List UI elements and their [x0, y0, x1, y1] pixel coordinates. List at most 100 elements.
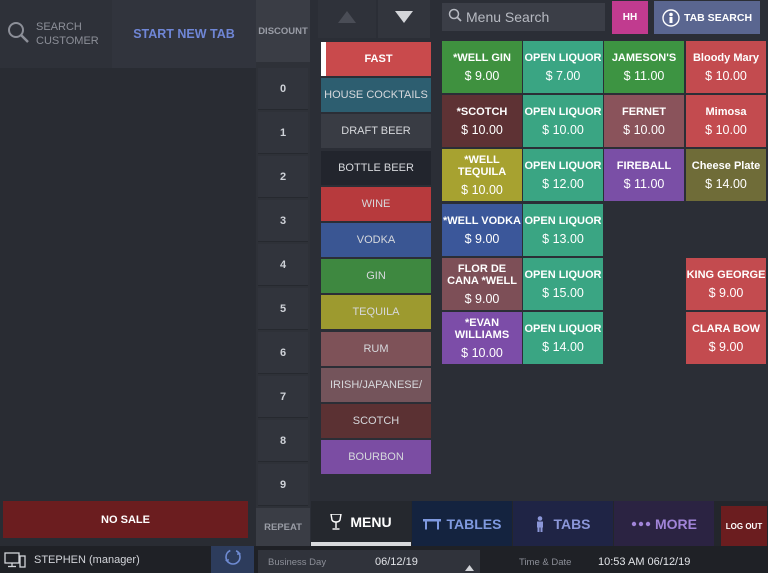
menu-item-price: $ 11.00 [623, 176, 665, 191]
menu-item-button[interactable]: Mimosa $ 10.00 [686, 95, 766, 147]
menu-item-button[interactable]: OPEN LIQUOR $ 10.00 [523, 95, 603, 147]
keypad-key[interactable]: 4 [258, 244, 308, 286]
menu-item-button[interactable]: OPEN LIQUOR $ 7.00 [523, 41, 603, 93]
nav-tables-label: TABLES [446, 515, 502, 532]
menu-item-price: $ 9.00 [708, 285, 744, 300]
menu-item-name: OPEN LIQUOR [524, 214, 602, 227]
keypad-key[interactable]: 3 [258, 200, 308, 242]
caret-up-icon [465, 558, 474, 573]
menu-item-button[interactable]: JAMESON'S $ 11.00 [604, 41, 684, 93]
menu-item-button[interactable]: Cheese Plate $ 14.00 [686, 149, 766, 201]
logout-button[interactable]: LOG OUT [721, 506, 767, 546]
menu-item-button[interactable]: OPEN LIQUOR $ 13.00 [523, 204, 603, 256]
category-button[interactable]: RUM [321, 332, 431, 366]
menu-item-price: $ 7.00 [545, 68, 581, 83]
computer-icon [4, 551, 26, 568]
menu-item-button[interactable]: FERNET $ 10.00 [604, 95, 684, 147]
sync-button[interactable] [211, 546, 254, 573]
menu-item-name: FLOR DE CANA *WELL [447, 262, 517, 287]
menu-search-placeholder: Menu Search [466, 9, 550, 25]
menu-item-price: $ 9.00 [708, 339, 744, 354]
nav-more-label: MORE [655, 515, 697, 532]
category-button[interactable]: WINE [321, 187, 431, 221]
happy-hour-button[interactable]: HH [612, 1, 648, 34]
menu-item-name: *WELL VODKA [442, 214, 522, 227]
menu-item-price: $ 10.00 [461, 122, 503, 137]
search-customer-label: SEARCH CUSTOMER [36, 21, 99, 47]
business-day-box[interactable] [258, 550, 480, 573]
menu-item-button[interactable]: *WELL GIN $ 9.00 [442, 41, 522, 93]
menu-item-button[interactable]: Bloody Mary $ 10.00 [686, 41, 766, 93]
start-new-tab-button[interactable]: START NEW TAB [112, 0, 256, 68]
menu-item-button[interactable]: FLOR DE CANA *WELL $ 9.00 [442, 258, 522, 310]
nav-menu-tab[interactable]: MENU [311, 501, 411, 546]
search-icon [6, 20, 30, 49]
menu-item-name: CLARA BOW [691, 322, 761, 335]
category-button[interactable]: HOUSE COCKTAILS [321, 78, 431, 112]
menu-item-price: $ 14.00 [705, 176, 747, 191]
table-icon [422, 518, 441, 530]
menu-item-button[interactable]: OPEN LIQUOR $ 14.00 [523, 312, 603, 364]
keypad-key[interactable]: 2 [258, 156, 308, 198]
scroll-down-button[interactable] [378, 0, 430, 38]
person-icon [662, 8, 680, 27]
menu-item-button[interactable]: *EVAN WILLIAMS $ 10.00 [442, 312, 522, 364]
category-button[interactable]: TEQUILA [321, 295, 431, 329]
nav-tabs-tab[interactable]: TABS [513, 501, 613, 546]
menu-item-button[interactable]: CLARA BOW $ 9.00 [686, 312, 766, 364]
person-icon [535, 515, 545, 532]
category-button[interactable]: BOURBON [321, 440, 431, 474]
discount-button[interactable]: DISCOUNT [256, 0, 310, 62]
menu-item-price: $ 9.00 [464, 68, 500, 83]
order-list-area [0, 68, 256, 546]
category-button[interactable]: DRAFT BEER [321, 114, 431, 148]
keypad-key[interactable]: 5 [258, 288, 308, 330]
menu-item-name: JAMESON'S [611, 51, 677, 64]
search-customer-button[interactable]: SEARCH CUSTOMER [0, 0, 112, 68]
tab-search-button[interactable]: TAB SEARCH [654, 1, 760, 34]
menu-item-button[interactable]: *WELL TEQUILA $ 10.00 [442, 149, 522, 201]
menu-item-button[interactable]: FIREBALL $ 11.00 [604, 149, 684, 201]
menu-item-price: $ 12.00 [542, 176, 584, 191]
nav-tabs-label: TABS [553, 515, 591, 532]
user-name: STEPHEN (manager) [34, 553, 140, 566]
nav-more-tab[interactable]: MORE [614, 501, 714, 546]
category-button[interactable]: FAST [321, 42, 431, 76]
menu-item-name: FERNET [622, 105, 666, 118]
menu-item-name: OPEN LIQUOR [524, 268, 602, 281]
menu-item-name: *WELL TEQUILA [457, 153, 507, 178]
menu-item-price: $ 11.00 [623, 68, 665, 83]
menu-item-name: Mimosa [705, 105, 747, 118]
menu-item-button[interactable]: OPEN LIQUOR $ 15.00 [523, 258, 603, 310]
category-button[interactable]: GIN [321, 259, 431, 293]
menu-search-input[interactable]: Menu Search [442, 3, 605, 31]
menu-item-button[interactable]: OPEN LIQUOR $ 12.00 [523, 149, 603, 201]
keypad-key[interactable]: 6 [258, 332, 308, 374]
keypad-key[interactable]: 1 [258, 112, 308, 154]
category-button[interactable]: SCOTCH [321, 404, 431, 438]
repeat-button[interactable]: REPEAT [256, 508, 310, 546]
menu-item-name: *EVAN WILLIAMS [454, 316, 510, 341]
category-button[interactable]: IRISH/JAPANESE/ [321, 368, 431, 402]
triangle-down-icon [395, 10, 413, 28]
sync-icon [224, 548, 242, 571]
keypad-key[interactable]: 9 [258, 464, 308, 506]
menu-item-button[interactable]: *SCOTCH $ 10.00 [442, 95, 522, 147]
triangle-up-icon [338, 10, 356, 28]
time-date-label: Time & Date [519, 557, 572, 568]
nav-tables-tab[interactable]: TABLES [412, 501, 512, 546]
keypad-key[interactable]: 8 [258, 420, 308, 462]
menu-item-price: $ 14.00 [542, 339, 584, 354]
scroll-up-button[interactable] [318, 0, 376, 38]
menu-item-price: $ 10.00 [461, 182, 503, 197]
menu-item-price: $ 13.00 [542, 231, 584, 246]
menu-item-button[interactable]: *WELL VODKA $ 9.00 [442, 204, 522, 256]
menu-item-button[interactable]: KING GEORGE $ 9.00 [686, 258, 766, 310]
keypad-key[interactable]: 0 [258, 68, 308, 110]
business-day-label: Business Day [268, 557, 327, 568]
no-sale-button[interactable]: NO SALE [3, 501, 248, 538]
category-button[interactable]: BOTTLE BEER [321, 151, 431, 185]
category-button[interactable]: VODKA [321, 223, 431, 257]
keypad-key[interactable]: 7 [258, 376, 308, 418]
